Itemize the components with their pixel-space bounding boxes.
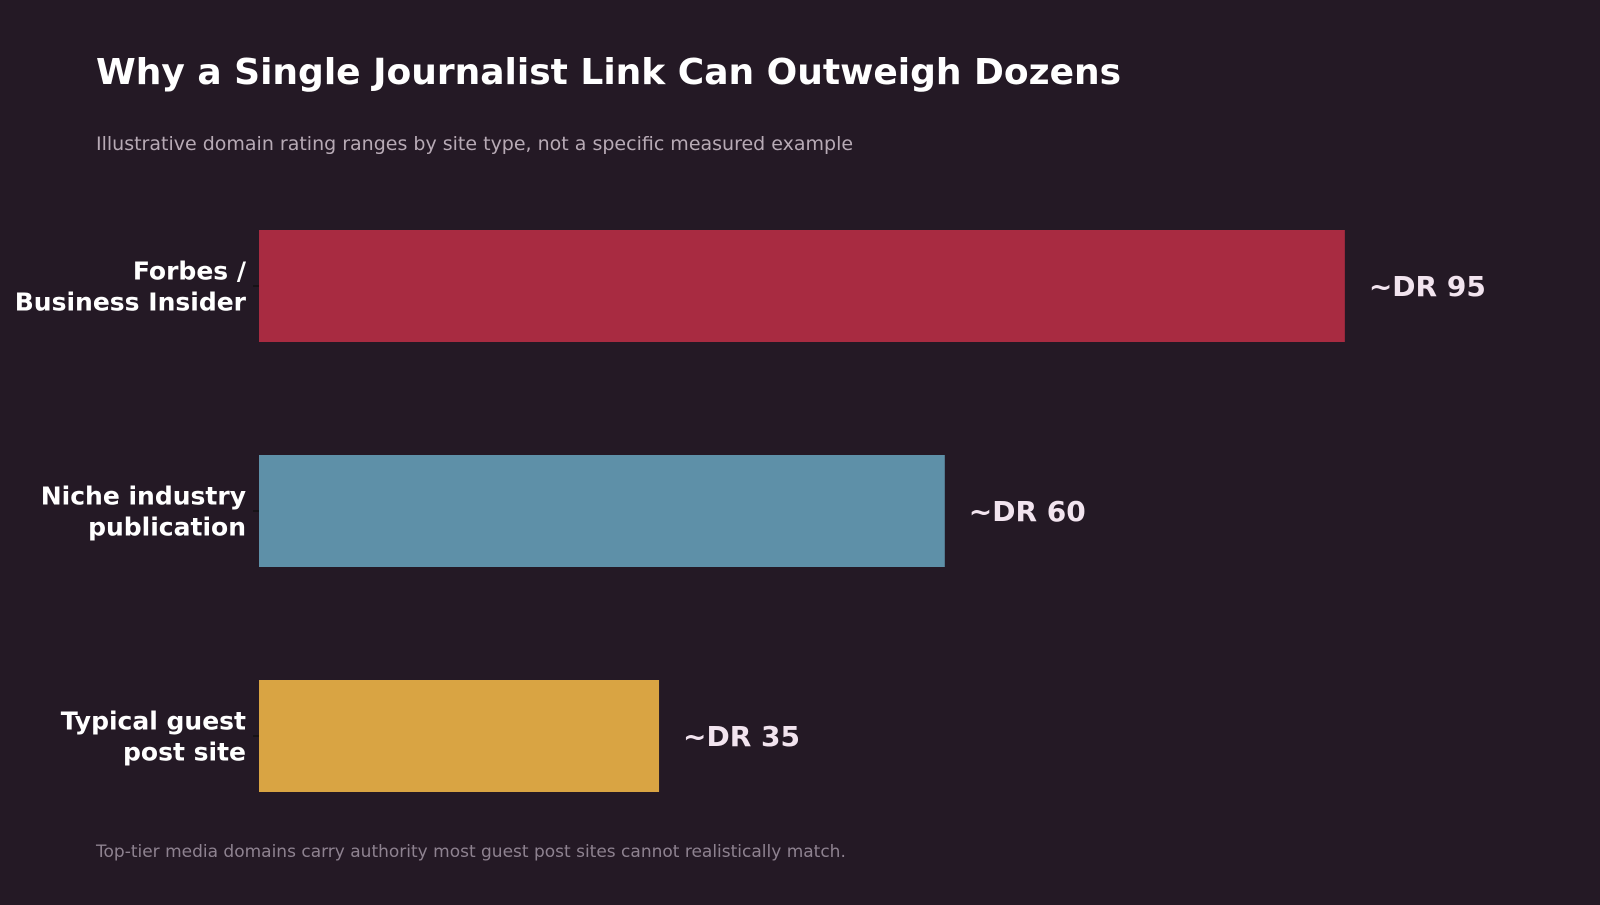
bar-2 bbox=[259, 680, 660, 792]
category-label-line: Forbes / bbox=[133, 257, 247, 286]
bar-1 bbox=[259, 455, 945, 567]
bar-0 bbox=[259, 230, 1345, 342]
category-label-line: Niche industry bbox=[41, 482, 246, 511]
category-label-line: publication bbox=[88, 513, 246, 542]
category-label-line: Typical guest bbox=[61, 707, 246, 736]
category-label-line: post site bbox=[123, 738, 246, 767]
chart-title: Why a Single Journalist Link Can Outweig… bbox=[96, 52, 1122, 93]
category-label-0: Forbes / Business Insider bbox=[15, 257, 247, 317]
value-label-2: ~DR 35 bbox=[683, 720, 800, 753]
value-label-1: ~DR 60 bbox=[969, 495, 1086, 528]
category-label-1: Niche industry publication bbox=[41, 482, 246, 542]
value-label-0: ~DR 95 bbox=[1369, 270, 1486, 303]
category-label-2: Typical guest post site bbox=[61, 707, 246, 767]
chart-footnote: Top-tier media domains carry authority m… bbox=[96, 842, 846, 862]
chart-subtitle: Illustrative domain rating ranges by sit… bbox=[96, 133, 854, 155]
category-label-line: Business Insider bbox=[15, 288, 247, 317]
